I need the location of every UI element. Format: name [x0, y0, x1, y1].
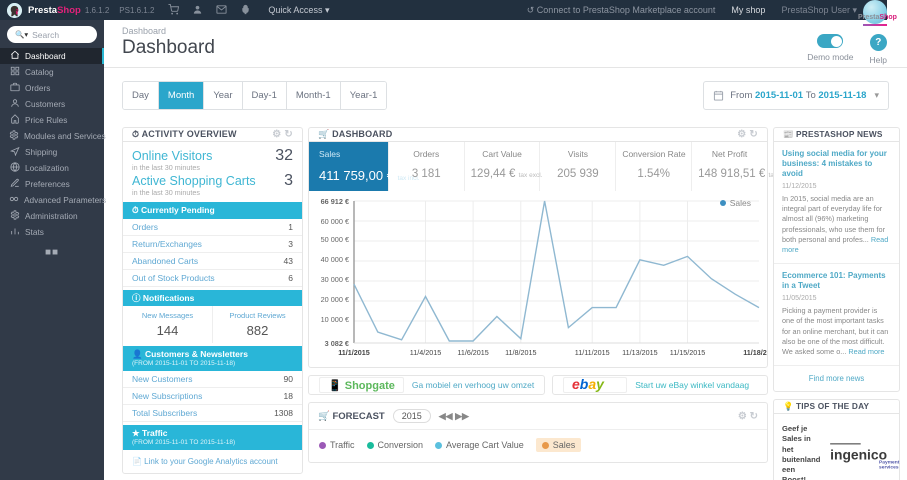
svg-text:66 912 €: 66 912 € — [321, 197, 349, 206]
svg-text:50 000 €: 50 000 € — [321, 235, 349, 244]
svg-text:3 082 €: 3 082 € — [325, 339, 349, 348]
svg-text:11/4/2015: 11/4/2015 — [410, 348, 441, 357]
svg-text:30 000 €: 30 000 € — [321, 275, 349, 284]
svg-text:11/6/2015: 11/6/2015 — [457, 348, 488, 357]
svg-text:11/18/201: 11/18/201 — [743, 348, 767, 357]
svg-text:ingenico: ingenico — [830, 447, 887, 463]
svg-text:11/15/2015: 11/15/2015 — [670, 348, 705, 357]
svg-text:40 000 €: 40 000 € — [321, 255, 349, 264]
svg-text:ebay: ebay — [572, 377, 605, 392]
svg-text:Payment: Payment — [879, 460, 900, 466]
svg-text:20 000 €: 20 000 € — [321, 295, 349, 304]
svg-text:services: services — [879, 465, 899, 471]
svg-text:10 000 €: 10 000 € — [321, 315, 349, 324]
svg-text:11/11/2015: 11/11/2015 — [575, 348, 610, 357]
svg-text:11/13/2015: 11/13/2015 — [622, 348, 657, 357]
svg-text:11/1/2015: 11/1/2015 — [338, 348, 370, 357]
svg-text:11/8/2015: 11/8/2015 — [505, 348, 536, 357]
svg-text:60 000 €: 60 000 € — [321, 217, 349, 226]
